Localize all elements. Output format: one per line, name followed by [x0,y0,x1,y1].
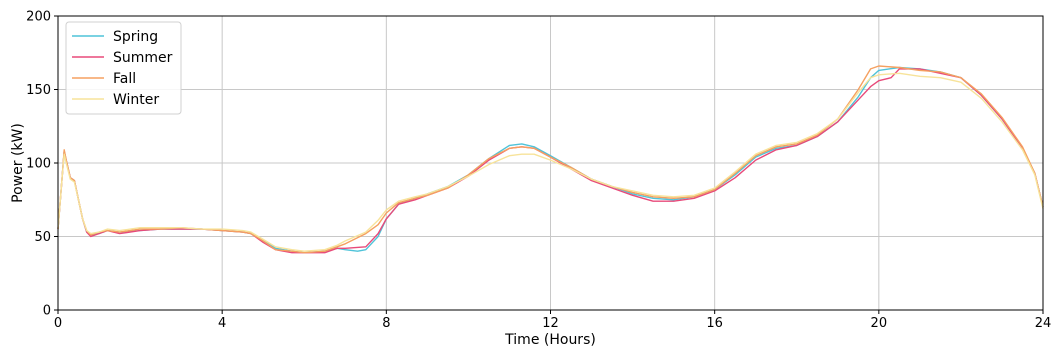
x-tick-label: 8 [382,316,390,331]
x-tick-label: 0 [54,316,62,331]
x-tick-label: 20 [871,316,888,331]
legend-label: Winter [113,92,159,108]
series-line-winter [57,72,1044,252]
legend-label: Spring [113,29,158,45]
y-axis-title: Power (kW) [10,123,26,203]
legend-label: Summer [113,50,173,66]
series-line-fall [57,65,1044,254]
y-tick-label: 150 [26,83,51,98]
x-axis-title: Time (Hours) [504,332,596,348]
y-tick-label: 50 [34,230,51,245]
y-tick-label: 0 [43,304,51,319]
y-tick-label: 200 [26,10,51,25]
legend: Spring Summer Fall Winter [65,21,182,115]
x-tick-label: 24 [1035,316,1051,331]
grid-lines [57,15,1044,311]
series-lines [57,65,1044,254]
x-tick-label: 12 [542,316,559,331]
x-tick-label: 16 [706,316,723,331]
axis-ticks: 0 4 8 12 16 20 24 0 50 100 150 200 [26,10,1051,332]
legend-box [65,21,182,115]
y-tick-label: 100 [26,157,51,172]
x-tick-label: 4 [218,316,226,331]
legend-label: Fall [113,71,136,87]
